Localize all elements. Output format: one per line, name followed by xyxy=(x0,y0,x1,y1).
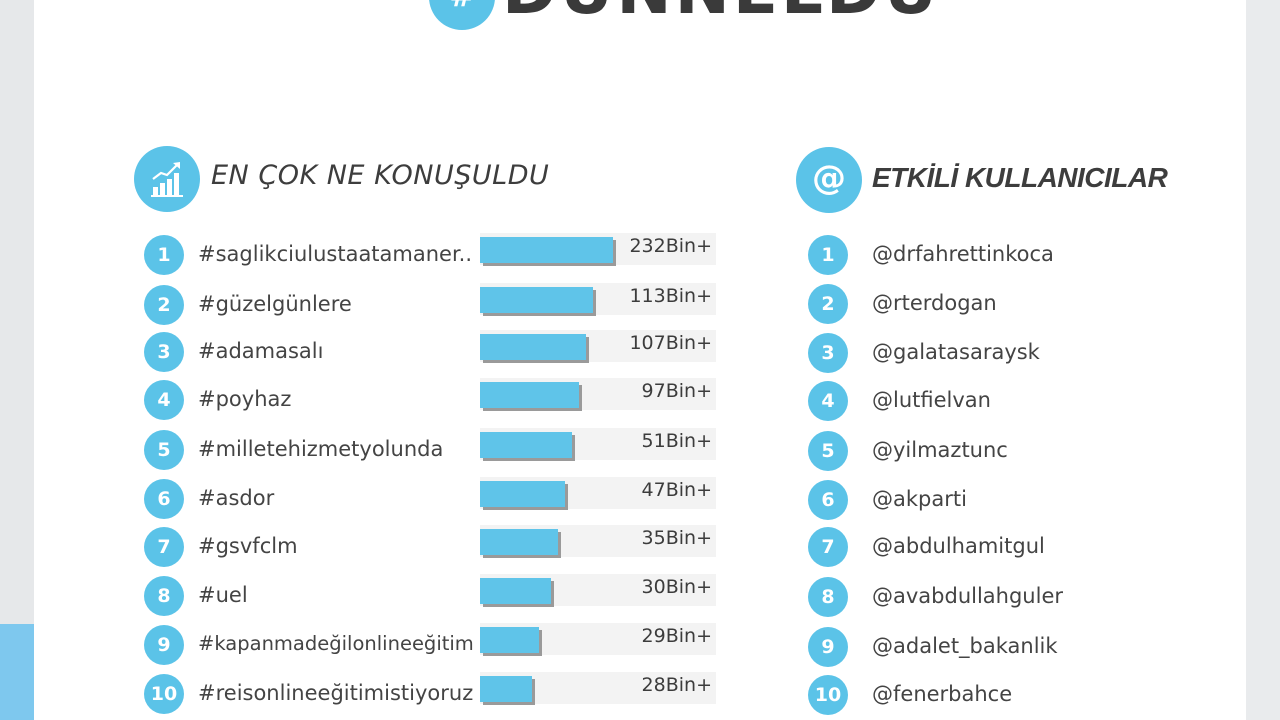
volume-value: 29Bin+ xyxy=(641,625,712,647)
rank-badge: 9 xyxy=(144,625,184,665)
at-glyph: @ xyxy=(812,158,846,198)
rank-badge: 6 xyxy=(144,479,184,519)
hashtag-badge: # xyxy=(429,0,495,30)
rank-badge: 10 xyxy=(144,674,184,714)
hashtag-label: #adamasalı xyxy=(198,339,324,363)
topic-row: 4 #poyhaz 97Bin+ xyxy=(144,378,724,422)
user-row: 8 @avabdullahguler xyxy=(808,575,1138,619)
user-handle[interactable]: @adalet_bakanlik xyxy=(872,634,1058,658)
topic-row: 9 #kapanmadeğilonlineeğitim 29Bin+ xyxy=(144,623,724,667)
volume-bar xyxy=(480,432,572,458)
rank-badge: 8 xyxy=(144,576,184,616)
rank-badge: 4 xyxy=(144,380,184,420)
user-handle[interactable]: @akparti xyxy=(872,487,967,511)
volume-value: 28Bin+ xyxy=(641,674,712,696)
users-title: ETKİLİ KULLANICILAR xyxy=(872,162,1168,193)
user-row: 5 @yilmaztunc xyxy=(808,429,1138,473)
rank-badge: 5 xyxy=(144,430,184,470)
user-handle[interactable]: @yilmaztunc xyxy=(872,438,1008,462)
user-handle[interactable]: @rterdogan xyxy=(872,291,997,315)
volume-bar xyxy=(480,676,532,702)
user-row: 6 @akparti xyxy=(808,478,1138,522)
rank-badge: 3 xyxy=(144,332,184,372)
volume-bar xyxy=(480,287,593,313)
rank-badge: 9 xyxy=(808,627,848,667)
rank-badge: 4 xyxy=(808,381,848,421)
hashtag-label: #milletehizmetyolunda xyxy=(198,437,444,461)
bar-track: 107Bin+ xyxy=(480,330,716,362)
bar-track: 232Bin+ xyxy=(480,233,716,265)
rank-badge: 7 xyxy=(144,527,184,567)
hashtag-label: #güzelgünlere xyxy=(198,292,352,316)
hashtag-label: #saglikciulustaatamaner.. xyxy=(198,242,473,266)
right-margin xyxy=(1246,0,1280,720)
user-row: 7 @abdulhamitgul xyxy=(808,525,1138,569)
volume-value: 47Bin+ xyxy=(641,479,712,501)
rank-badge: 2 xyxy=(144,285,184,325)
user-row: 10 @fenerbahce xyxy=(808,673,1138,717)
bar-track: 30Bin+ xyxy=(480,574,716,606)
hashtag-label: #asdor xyxy=(198,486,275,510)
user-row: 9 @adalet_bakanlik xyxy=(808,625,1138,669)
volume-value: 51Bin+ xyxy=(641,430,712,452)
rank-badge: 3 xyxy=(808,333,848,373)
volume-bar xyxy=(480,237,613,263)
topic-row: 3 #adamasalı 107Bin+ xyxy=(144,330,724,374)
rank-badge: 5 xyxy=(808,431,848,471)
rank-badge: 1 xyxy=(808,235,848,275)
volume-bar xyxy=(480,627,539,653)
user-handle[interactable]: @galatasaraysk xyxy=(872,340,1040,364)
user-row: 3 @galatasaraysk xyxy=(808,331,1138,375)
user-handle[interactable]: @lutfielvan xyxy=(872,388,991,412)
volume-bar xyxy=(480,334,586,360)
volume-bar xyxy=(480,382,579,408)
left-accent-strip xyxy=(0,624,34,720)
topic-row: 2 #güzelgünlere 113Bin+ xyxy=(144,283,724,327)
bar-track: 113Bin+ xyxy=(480,283,716,315)
topic-row: 10 #reisonlineeğitimistiyoruz 28Bin+ xyxy=(144,672,724,716)
hashtag-label: #poyhaz xyxy=(198,387,292,411)
hashtag-label: #gsvfclm xyxy=(198,534,298,558)
rank-badge: 2 xyxy=(808,284,848,324)
volume-value: 232Bin+ xyxy=(629,235,712,257)
user-row: 1 @drfahrettinkoca xyxy=(808,233,1138,277)
rank-badge: 1 xyxy=(144,235,184,275)
user-handle[interactable]: @abdulhamitgul xyxy=(872,534,1045,558)
user-row: 2 @rterdogan xyxy=(808,282,1138,326)
rank-badge: 7 xyxy=(808,527,848,567)
topic-row: 1 #saglikciulustaatamaner.. 232Bin+ xyxy=(144,233,724,277)
volume-bar xyxy=(480,529,558,555)
topic-row: 6 #asdor 47Bin+ xyxy=(144,477,724,521)
user-row: 4 @lutfielvan xyxy=(808,379,1138,423)
user-handle[interactable]: @avabdullahguler xyxy=(872,584,1064,608)
topics-title: EN ÇOK NE KONUŞULDU xyxy=(211,160,550,191)
bar-track: 28Bin+ xyxy=(480,672,716,704)
rank-badge: 6 xyxy=(808,480,848,520)
chart-growth-icon xyxy=(134,146,200,212)
volume-value: 107Bin+ xyxy=(629,332,712,354)
bar-track: 51Bin+ xyxy=(480,428,716,460)
user-handle[interactable]: @drfahrettinkoca xyxy=(872,242,1054,266)
topic-row: 7 #gsvfclm 35Bin+ xyxy=(144,525,724,569)
hashtag-label: #uel xyxy=(198,583,248,607)
user-handle[interactable]: @fenerbahce xyxy=(872,682,1013,706)
bar-track: 35Bin+ xyxy=(480,525,716,557)
page-title: DÜNNELDU xyxy=(502,0,940,24)
volume-bar xyxy=(480,578,551,604)
volume-value: 30Bin+ xyxy=(641,576,712,598)
hashtag-label: #reisonlineeğitimistiyoruz xyxy=(198,681,474,705)
topic-row: 5 #milletehizmetyolunda 51Bin+ xyxy=(144,428,724,472)
bar-track: 97Bin+ xyxy=(480,378,716,410)
topic-row: 8 #uel 30Bin+ xyxy=(144,574,724,618)
at-sign-icon: @ xyxy=(796,147,862,213)
volume-value: 113Bin+ xyxy=(629,285,712,307)
bar-track: 47Bin+ xyxy=(480,477,716,509)
rank-badge: 8 xyxy=(808,577,848,617)
bar-track: 29Bin+ xyxy=(480,623,716,655)
rank-badge: 10 xyxy=(808,675,848,715)
volume-value: 35Bin+ xyxy=(641,527,712,549)
volume-value: 97Bin+ xyxy=(641,380,712,402)
hashtag-label: #kapanmadeğilonlineeğitim xyxy=(198,632,474,655)
volume-bar xyxy=(480,481,565,507)
